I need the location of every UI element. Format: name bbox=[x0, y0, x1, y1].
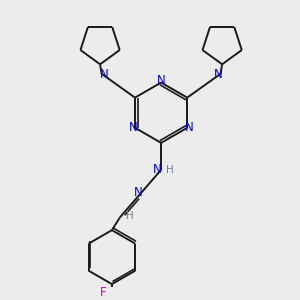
Text: F: F bbox=[100, 286, 106, 298]
Text: N: N bbox=[134, 186, 142, 199]
Text: N: N bbox=[153, 163, 162, 176]
Text: H: H bbox=[166, 166, 174, 176]
Text: N: N bbox=[184, 121, 193, 134]
Text: N: N bbox=[129, 121, 138, 134]
Text: N: N bbox=[100, 68, 109, 81]
Text: H: H bbox=[126, 211, 134, 221]
Text: N: N bbox=[157, 74, 166, 88]
Text: N: N bbox=[214, 68, 222, 81]
